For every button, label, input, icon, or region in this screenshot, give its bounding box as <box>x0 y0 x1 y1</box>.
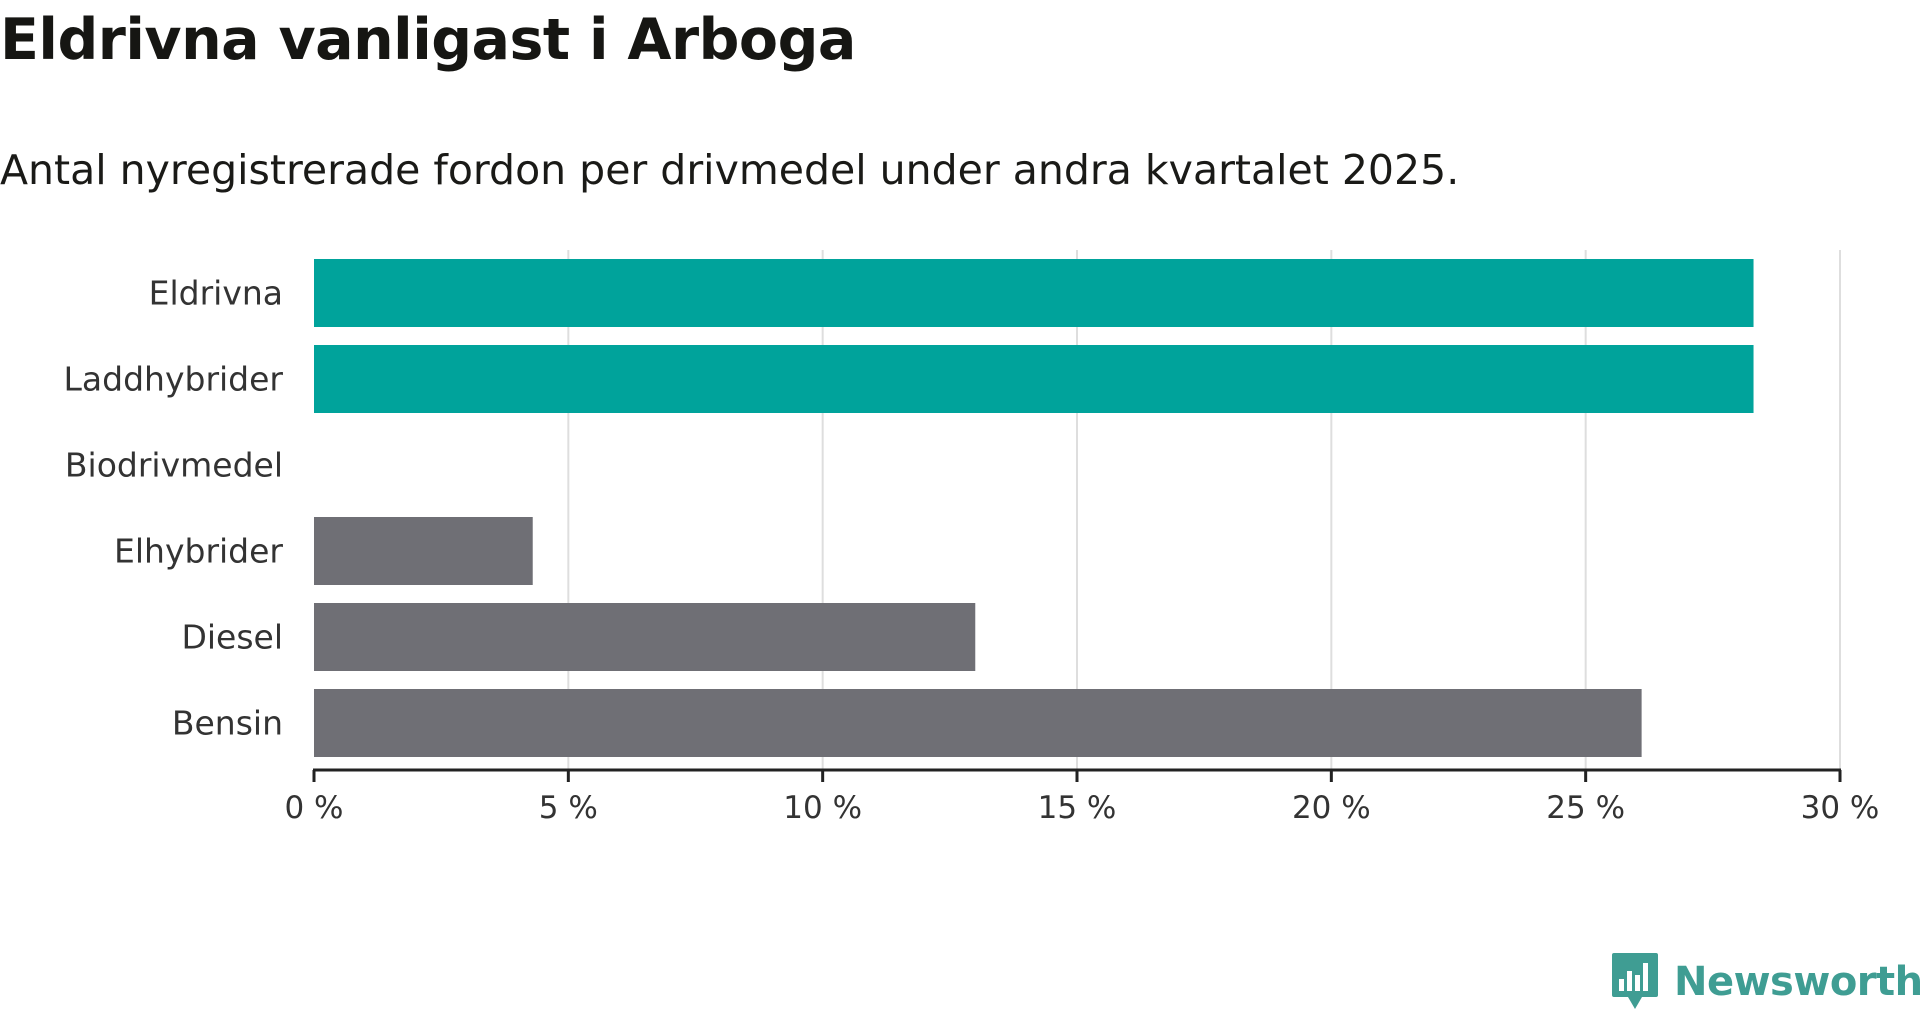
gridlines <box>567 250 1841 770</box>
category-label: Elhybrider <box>114 532 283 571</box>
category-label: Laddhybrider <box>64 360 284 399</box>
x-tick-label: 15 % <box>1038 790 1117 826</box>
bar-elhybrider <box>314 517 533 585</box>
logo-text: Newsworthy <box>1674 959 1920 1005</box>
category-label: Diesel <box>181 618 283 657</box>
x-axis: 0 % 5 % 10 % 15 % 20 % 25 % 30 % <box>284 768 1880 826</box>
category-label: Eldrivna <box>149 274 283 313</box>
bar-bensin <box>314 689 1642 757</box>
bars <box>314 259 1754 757</box>
category-labels: Eldrivna Laddhybrider Biodrivmedel Elhybrid… <box>64 274 284 743</box>
x-tick-label: 0 % <box>284 790 343 826</box>
chart-subtitle: Antal nyregistrerade fordon per drivmede… <box>0 146 1460 194</box>
bar-laddhybrider <box>314 345 1754 413</box>
x-tick-label: 30 % <box>1801 790 1880 826</box>
x-tick-label: 5 % <box>539 790 598 826</box>
bar-eldrivna <box>314 259 1754 327</box>
x-tick-label: 25 % <box>1546 790 1625 826</box>
newsworthy-logo: Newsworthy <box>1610 950 1920 1014</box>
chart-title: Eldrivna vanligast i Arboga <box>0 7 856 73</box>
newsworthy-bar-chart-icon <box>1612 953 1658 1009</box>
x-tick-label: 20 % <box>1292 790 1371 826</box>
bar-diesel <box>314 603 976 671</box>
x-tick-label: 10 % <box>783 790 862 826</box>
category-label: Bensin <box>172 704 283 743</box>
category-label: Biodrivmedel <box>65 446 283 485</box>
